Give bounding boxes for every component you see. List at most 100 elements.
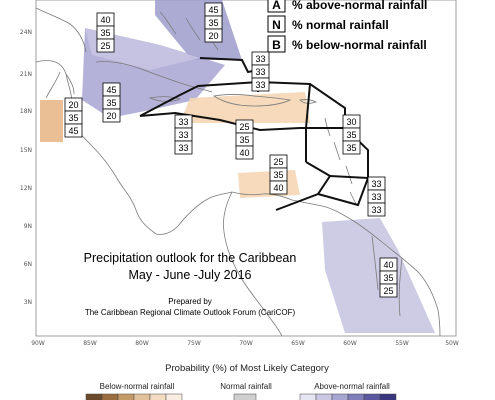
category-key: A % above-normal rainfall N % normal rai… [267,0,427,53]
yucatan-coast [45,71,75,99]
probability-boxes: 40 35 25 45 35 20 33 33 33 45 35 20 20 35 45 33 33 33 25 35… [64,2,398,298]
coastlines [35,7,441,337]
probability-b-value: 33 [371,205,381,215]
lon-tick-70w: 70W [239,340,253,347]
probability-b-value: 33 [178,143,188,153]
lon-tick-60w: 60W [343,340,357,347]
probability-cell [379,283,398,298]
boundary-lesser-antilles-west [305,83,311,162]
legend-title: Probability (%) of Most Likely Category [165,363,329,374]
lon-tick-85w: 85W [83,340,97,347]
guianas-borders [371,235,403,317]
legend-swatch-below-2 [101,393,119,400]
key-letter-n: N [272,18,281,32]
jamaica-outline [148,96,182,102]
legend-swatch-above-1 [299,393,317,400]
probability-n-value: 35 [208,18,218,28]
legend-swatch-below-6 [165,393,183,400]
probability-a-value: 25 [239,122,249,132]
legend-below-label: Below-normal rainfall [100,382,175,391]
lat-tick-12n: 12N [20,185,32,192]
probability-cell [174,140,193,155]
probability-n-value: 35 [100,28,110,38]
probability-cell [64,123,83,138]
legend-swatch-above-5 [363,393,381,400]
probability-box: 20 35 45 [64,97,83,138]
probability-box: 40 35 25 [379,257,398,298]
boundary-windward [317,177,369,207]
hispaniola-outline [212,94,292,107]
probability-a-value: 45 [106,85,116,95]
legend-normal-label: Normal rainfall [220,382,272,391]
probability-cell [269,180,288,195]
probability-b-value: 20 [208,31,218,41]
legend-swatch-below-5 [149,393,167,400]
key-letter-b: B [272,38,281,52]
legend-swatch-above-4 [347,393,365,400]
lon-tick-75w: 75W [187,340,201,347]
probability-box: 25 35 40 [269,154,288,195]
map-title-line1: Precipitation outlook for the Caribbean [84,251,297,265]
probability-n-value: 33 [178,130,188,140]
probability-box: 45 35 20 [204,2,223,43]
probability-box: 33 33 33 [367,176,386,217]
puerto-rico-outline [299,99,318,104]
central-america-coast [35,60,233,235]
region-belize-below [40,100,63,142]
probability-a-value: 20 [68,100,78,110]
key-box-b [267,35,286,53]
legend-swatch-below-3 [117,393,135,400]
lon-tick-50w: 50W [445,340,459,347]
probability-box: 33 33 33 [174,114,193,155]
probability-a-value: 40 [100,15,110,25]
probability-b-value: 45 [68,126,78,136]
probability-a-value: 33 [371,179,381,189]
probability-b-value: 20 [106,111,116,121]
key-text-a: % above-normal rainfall [292,0,427,12]
probability-cell [102,108,121,123]
map-title-line2: May - June -July 2016 [129,268,252,282]
key-text-n: % normal rainfall [292,18,389,32]
lon-tick-55w: 55W [395,340,409,347]
probability-cell [204,28,223,43]
probability-box: 40 35 25 [96,12,115,53]
region-greater-antilles-below [180,92,310,123]
probability-n-value: 35 [239,135,249,145]
cuba-outline [95,61,213,93]
probability-cell [342,140,361,155]
region-guianas-above [322,218,435,333]
probability-n-value: 35 [68,113,78,123]
key-box-n [267,15,286,33]
legend-swatch-above-3 [331,393,349,400]
lat-tick-3n: 3N [24,299,32,306]
lat-tick-18n: 18N [20,108,32,115]
probability-a-value: 40 [383,260,393,270]
lon-tick-65w: 65W [291,340,305,347]
probability-b-value: 40 [239,148,249,158]
boundary-lesser-antilles-south [275,161,332,211]
probability-b-value: 25 [100,41,110,51]
probability-a-value: 33 [255,54,265,64]
legend-swatch-below-4 [133,393,151,400]
legend-swatch-above-2 [315,393,333,400]
probability-a-value: 33 [178,117,188,127]
lon-tick-90w: 90W [31,340,45,347]
key-box-a [267,0,286,13]
probability-n-value: 35 [273,170,283,180]
credit-line1: Prepared by [168,297,212,306]
legend-swatch-above-6 [379,393,397,400]
legend-above-label: Above-normal rainfall [314,382,390,391]
probability-b-value: 33 [255,80,265,90]
probability-b-value: 25 [383,286,393,296]
probability-box: 45 35 20 [102,82,121,123]
lon-tick-80w: 80W [135,340,149,347]
longitude-axis: 90W 85W 80W 75W 70W 65W 60W 55W 50W [31,340,459,347]
probability-cell [96,38,115,53]
lat-tick-15n: 15N [20,147,32,154]
probability-a-value: 45 [208,5,218,15]
probability-n-value: 35 [106,98,116,108]
latitude-axis: 24N 21N 18N 15N 12N 9N 6N 3N [20,29,32,306]
legend-swatch-normal [233,393,257,400]
probability-n-value: 33 [371,192,381,202]
